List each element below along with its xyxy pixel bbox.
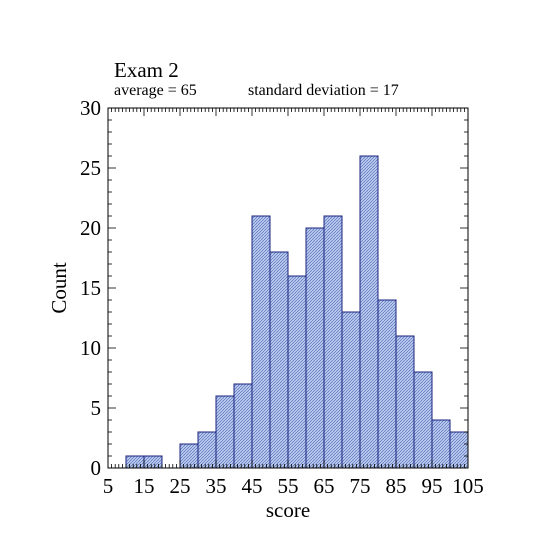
y-tick-label: 30 <box>80 96 101 120</box>
x-tick-label: 85 <box>386 474 407 498</box>
x-tick-label: 45 <box>242 474 263 498</box>
ticks-group <box>107 107 469 469</box>
histogram-bar <box>197 431 217 469</box>
y-tick-label: 10 <box>80 336 101 360</box>
histogram-bar <box>287 275 307 469</box>
x-tick-label: 55 <box>278 474 299 498</box>
y-tick-label: 20 <box>80 216 101 240</box>
x-tick-label: 35 <box>206 474 227 498</box>
histogram-bar <box>251 215 271 469</box>
x-tick-label: 5 <box>103 474 114 498</box>
y-axis-label: Count <box>47 262 71 314</box>
y-tick-labels: 0 5 10 15 20 25 30 <box>80 96 101 480</box>
histogram-bar <box>305 227 325 469</box>
histogram-bar <box>143 455 163 469</box>
x-axis-label: score <box>266 498 310 522</box>
x-tick-label: 15 <box>134 474 155 498</box>
y-tick-label: 15 <box>80 276 101 300</box>
x-tick-label: 25 <box>170 474 191 498</box>
plot-frame <box>107 107 469 469</box>
histogram-bar <box>269 251 289 469</box>
x-tick-label: 75 <box>350 474 371 498</box>
histogram-bar <box>341 311 361 469</box>
histogram-bar <box>233 383 253 469</box>
y-tick-label: 25 <box>80 156 101 180</box>
y-tick-label: 0 <box>91 456 102 480</box>
x-tick-label: 95 <box>422 474 443 498</box>
histogram-bar <box>395 335 415 469</box>
histogram-bar <box>377 299 397 469</box>
chart-subtitle-average: average = 65 <box>114 82 197 99</box>
histogram-bar <box>215 395 235 469</box>
chart-subtitle-sd: standard deviation = 17 <box>248 82 399 99</box>
x-tick-labels: 5 15 25 35 45 55 65 75 85 95 105 <box>103 474 484 498</box>
y-tick-label: 5 <box>91 396 102 420</box>
histogram-bar <box>359 155 379 469</box>
histogram-bar <box>449 431 469 469</box>
histogram-bar <box>179 443 199 469</box>
histogram-bar <box>125 455 145 469</box>
histogram-bar <box>431 419 451 469</box>
x-tick-label: 105 <box>452 474 484 498</box>
x-tick-label: 65 <box>314 474 335 498</box>
chart-title: Exam 2 <box>114 58 179 82</box>
bars-group <box>125 155 469 469</box>
histogram-bar <box>323 215 343 469</box>
histogram-bar <box>413 371 433 469</box>
